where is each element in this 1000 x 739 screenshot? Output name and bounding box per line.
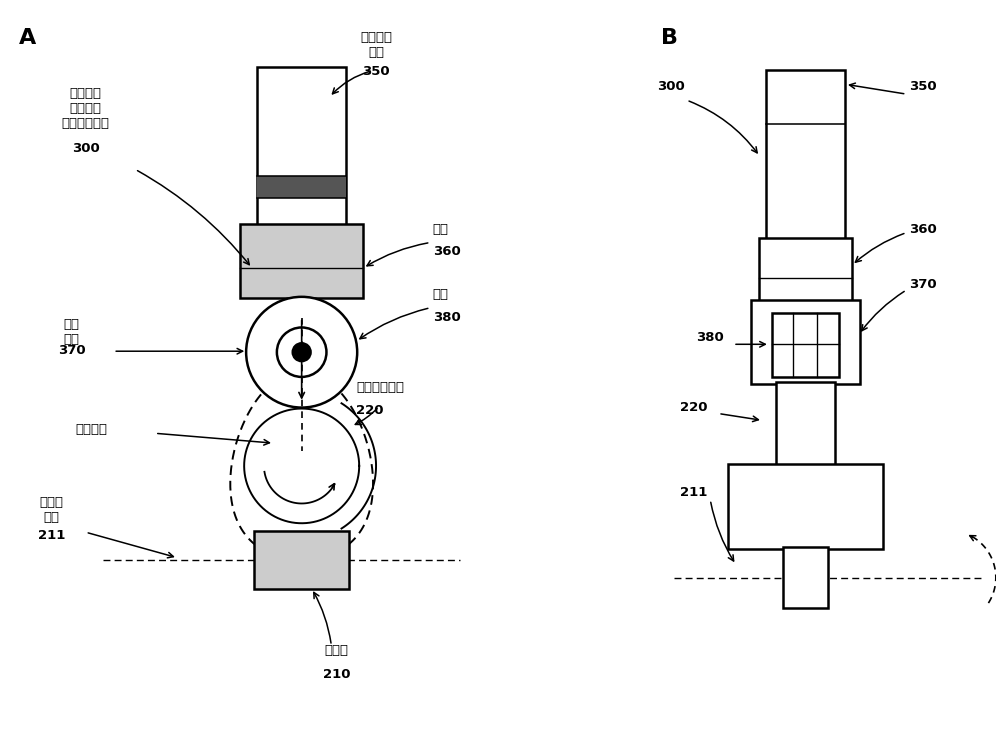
Bar xyxy=(772,313,839,377)
Text: 常规凸轮凸角: 常规凸轮凸角 xyxy=(356,381,404,394)
Bar xyxy=(728,464,883,549)
Bar xyxy=(257,67,346,225)
Circle shape xyxy=(293,344,311,361)
Text: 211: 211 xyxy=(38,529,65,542)
Text: 350: 350 xyxy=(909,81,936,93)
Bar xyxy=(240,224,363,298)
Text: 220: 220 xyxy=(680,401,708,414)
Bar xyxy=(257,176,346,198)
Text: 370: 370 xyxy=(58,344,85,357)
Text: 380: 380 xyxy=(433,310,460,324)
Text: 350: 350 xyxy=(362,66,390,78)
Text: 370: 370 xyxy=(909,278,936,291)
Text: 竖直位移: 竖直位移 xyxy=(76,423,108,437)
Bar xyxy=(766,70,845,240)
Text: 210: 210 xyxy=(323,667,350,681)
Text: 220: 220 xyxy=(356,403,384,417)
Text: 360: 360 xyxy=(433,245,460,259)
Circle shape xyxy=(277,327,326,377)
Text: 挺杆: 挺杆 xyxy=(433,222,449,236)
Bar xyxy=(759,239,852,302)
Text: 300: 300 xyxy=(72,142,99,154)
Bar xyxy=(751,300,860,384)
Text: 360: 360 xyxy=(909,222,936,236)
Text: B: B xyxy=(661,28,678,48)
Text: 滚子
外壳: 滚子 外壳 xyxy=(64,318,80,346)
Text: 凸轮轴: 凸轮轴 xyxy=(324,644,348,657)
Circle shape xyxy=(246,297,357,408)
Text: 凸轮轴
轴线: 凸轮轴 轴线 xyxy=(40,496,64,523)
Text: 300: 300 xyxy=(657,81,684,93)
Text: 气门挺杆
本体: 气门挺杆 本体 xyxy=(360,31,392,59)
Bar xyxy=(783,547,828,608)
Bar xyxy=(776,382,835,466)
Text: 380: 380 xyxy=(696,331,724,344)
Text: 211: 211 xyxy=(680,486,708,499)
Text: A: A xyxy=(19,28,36,48)
Text: 滚子: 滚子 xyxy=(433,288,449,301)
Bar xyxy=(254,531,349,588)
Text: 常规滚轮
挺杆组件
（现有技术）: 常规滚轮 挺杆组件 （现有技术） xyxy=(61,87,109,130)
